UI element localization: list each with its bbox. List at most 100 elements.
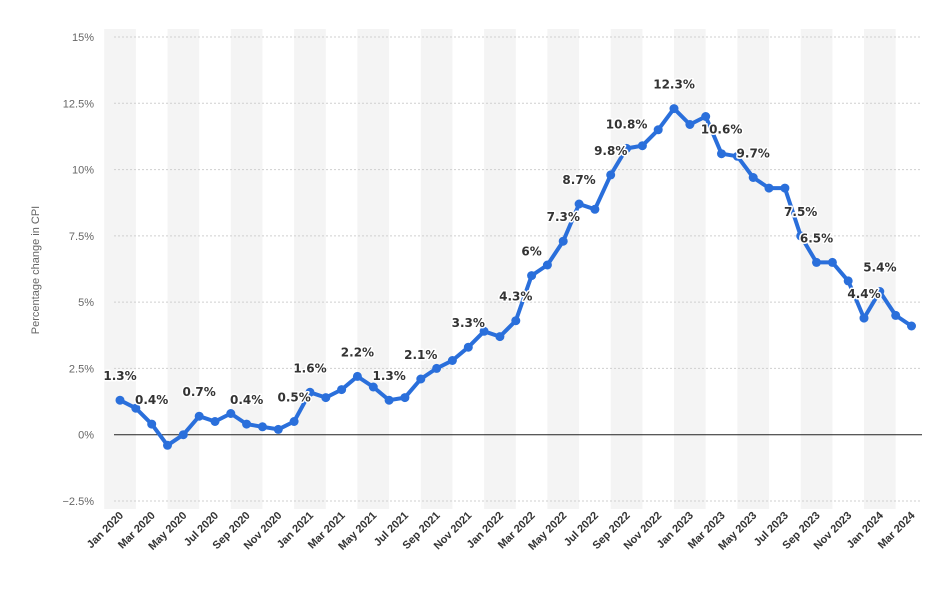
column-band xyxy=(547,29,580,509)
data-point[interactable] xyxy=(131,403,141,413)
column-band xyxy=(294,29,326,509)
data-point[interactable] xyxy=(827,257,837,267)
data-label: 2.1% xyxy=(404,348,437,362)
data-point[interactable] xyxy=(400,393,410,403)
data-point[interactable] xyxy=(622,143,632,153)
data-point[interactable] xyxy=(463,342,473,352)
data-label-halo: 7.3% xyxy=(547,210,580,224)
data-label-halo: 4.3% xyxy=(499,290,532,304)
data-labels: 1.3%1.3%0.4%0.4%0.7%0.7%0.4%0.4% 0.5%0.5%… xyxy=(102,76,898,409)
data-label: 6% xyxy=(521,245,541,259)
data-label: 0.7% xyxy=(183,385,216,399)
data-label-halo: 9.8% xyxy=(594,144,627,158)
y-tick-label: 2.5% xyxy=(69,363,94,375)
data-point[interactable] xyxy=(305,387,315,397)
data-point[interactable] xyxy=(226,409,236,418)
data-label: 7.3% xyxy=(547,210,580,224)
data-point[interactable] xyxy=(732,151,742,161)
y-tick-label: 15% xyxy=(72,32,94,44)
data-point[interactable] xyxy=(511,316,521,326)
data-point[interactable] xyxy=(542,260,552,270)
data-label-halo: 10.8% xyxy=(606,117,648,131)
column-band xyxy=(230,29,263,509)
data-point[interactable] xyxy=(637,141,647,151)
data-label-halo: 3.3% xyxy=(452,316,485,330)
data-label-halo: 2.1% xyxy=(404,348,437,362)
column-band xyxy=(484,29,516,509)
data-point[interactable] xyxy=(447,356,457,365)
data-label-halo: 10.6% xyxy=(701,123,743,137)
data-label: 5.4% xyxy=(863,261,896,275)
data-point[interactable] xyxy=(558,236,568,246)
data-point[interactable] xyxy=(384,395,394,405)
data-label: 8.7% xyxy=(562,173,595,187)
data-point[interactable] xyxy=(337,385,347,395)
column-band xyxy=(420,29,453,509)
data-point[interactable] xyxy=(210,417,220,426)
data-point[interactable] xyxy=(843,276,853,286)
data-point[interactable] xyxy=(653,125,663,135)
column-band xyxy=(610,29,643,509)
data-point[interactable] xyxy=(748,173,758,182)
data-point[interactable] xyxy=(907,321,916,331)
data-point[interactable] xyxy=(875,287,885,296)
data-point[interactable] xyxy=(147,419,157,429)
data-point[interactable] xyxy=(194,411,204,421)
data-point[interactable] xyxy=(115,395,125,405)
data-point[interactable] xyxy=(717,149,726,159)
column-bands xyxy=(104,29,896,509)
data-point[interactable] xyxy=(780,183,790,193)
data-point[interactable] xyxy=(812,257,821,267)
data-point[interactable] xyxy=(606,170,616,180)
y-axis-label: Percentage change in CPI xyxy=(30,206,42,334)
data-point[interactable] xyxy=(764,183,774,193)
data-label: 1.3% xyxy=(372,369,405,383)
data-point[interactable] xyxy=(273,424,283,434)
data-point[interactable] xyxy=(669,104,679,114)
data-point[interactable] xyxy=(416,374,426,384)
data-point[interactable] xyxy=(368,382,378,392)
data-label: 4.4% xyxy=(847,287,880,301)
data-point[interactable] xyxy=(796,231,806,241)
data-label: 12.3% xyxy=(653,78,695,92)
column-band xyxy=(800,29,833,509)
data-label-halo: 8.7% xyxy=(562,173,595,187)
data-label-halo: 6% xyxy=(521,245,541,259)
data-label-halo: 4.4% xyxy=(847,287,880,301)
y-tick-label: 7.5% xyxy=(69,231,94,243)
data-label-halo: 2.2% xyxy=(341,345,374,359)
data-label: 9.8% xyxy=(594,144,627,158)
data-point[interactable] xyxy=(321,393,331,403)
data-label-halo: 9.7% xyxy=(737,147,770,161)
data-point[interactable] xyxy=(432,363,442,373)
data-point[interactable] xyxy=(495,332,505,342)
data-label-halo: 7.5% xyxy=(784,205,817,219)
y-tick-label: 5% xyxy=(78,297,94,309)
data-point[interactable] xyxy=(178,430,188,440)
data-point[interactable] xyxy=(527,271,537,281)
column-band xyxy=(167,29,200,509)
data-point[interactable] xyxy=(163,440,172,450)
data-point[interactable] xyxy=(258,422,267,432)
data-point[interactable] xyxy=(701,112,711,121)
data-point[interactable] xyxy=(479,326,489,336)
data-label: 0.4% xyxy=(230,393,263,407)
data-label: 10.6% xyxy=(701,123,743,137)
data-point[interactable] xyxy=(891,310,901,320)
data-point[interactable] xyxy=(242,419,252,429)
data-point[interactable] xyxy=(859,313,869,323)
data-point[interactable] xyxy=(685,120,695,129)
data-label: 3.3% xyxy=(452,316,485,330)
data-label: 0.4% xyxy=(135,393,168,407)
y-tick-label: 12.5% xyxy=(63,98,94,110)
data-label: 1.3% xyxy=(103,369,136,383)
y-tick-label: 0% xyxy=(78,430,94,442)
y-tick-label: 10% xyxy=(72,165,94,177)
data-point[interactable] xyxy=(574,199,584,209)
data-point[interactable] xyxy=(352,371,362,381)
data-point[interactable] xyxy=(289,417,299,426)
data-point[interactable] xyxy=(590,204,600,214)
